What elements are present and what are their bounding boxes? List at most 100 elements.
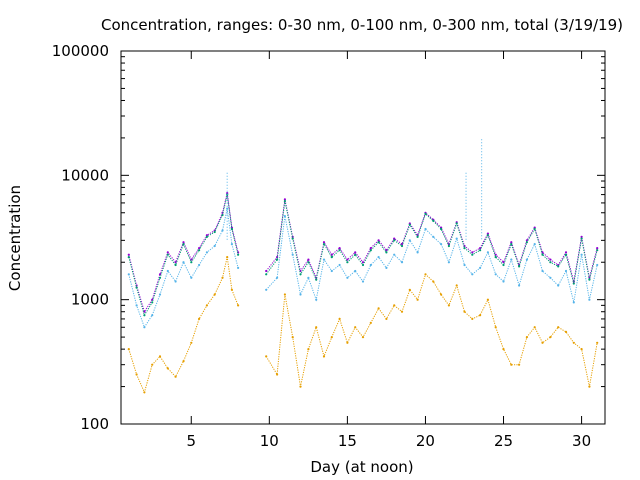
data-point [299, 385, 302, 388]
data-point [213, 230, 216, 234]
data-point [400, 310, 404, 313]
data-point [549, 276, 552, 279]
data-point [385, 266, 388, 269]
data-point [221, 276, 224, 279]
data-point [369, 263, 372, 267]
data-point [525, 241, 529, 244]
data-point [408, 223, 411, 226]
data-point [557, 326, 560, 329]
data-point [440, 243, 443, 246]
data-point [198, 247, 201, 250]
data-point [486, 298, 489, 301]
plot-area [120, 50, 606, 425]
data-point [143, 310, 146, 313]
data-point [393, 239, 396, 242]
data-point [346, 258, 349, 261]
data-point [377, 239, 380, 242]
data-point [580, 253, 583, 256]
data-point [447, 261, 450, 264]
data-point [502, 348, 505, 351]
data-point [135, 304, 138, 307]
data-point [322, 355, 326, 358]
series-layer [127, 139, 599, 394]
data-point [198, 249, 201, 252]
data-point [322, 241, 326, 244]
x-tick-label: 15 [338, 432, 357, 450]
y-axis: 100 1000 10000 100000 [52, 42, 605, 433]
data-point [432, 219, 435, 222]
data-point [557, 265, 560, 268]
data-point [549, 258, 552, 261]
data-point [525, 336, 529, 339]
data-point [377, 256, 380, 259]
data-point [471, 317, 474, 320]
data-point [237, 266, 240, 269]
data-point [424, 227, 427, 231]
data-point [486, 232, 489, 235]
data-point [330, 269, 333, 273]
data-point [533, 326, 536, 329]
data-point [580, 235, 583, 238]
data-point [330, 256, 333, 259]
data-point [190, 276, 193, 279]
data-point [572, 341, 575, 344]
data-point [408, 288, 411, 291]
data-point [361, 280, 365, 283]
data-point [127, 256, 130, 259]
data-point [237, 253, 240, 256]
data-point [455, 237, 458, 240]
x-tick-label: 25 [494, 432, 513, 450]
data-point [205, 304, 208, 307]
data-point [205, 234, 208, 237]
data-point [572, 282, 575, 285]
chart-title: Concentration, ranges: 0-30 nm, 0-100 nm… [101, 16, 623, 34]
x-axis-label: Day (at noon) [310, 458, 413, 476]
data-point [393, 237, 396, 240]
data-point [557, 284, 560, 287]
data-point [346, 261, 349, 264]
data-point [564, 253, 568, 256]
data-point [385, 317, 388, 320]
data-point [369, 249, 372, 252]
data-point [299, 293, 302, 296]
data-point [265, 355, 268, 358]
data-point [440, 293, 443, 296]
data-point [400, 244, 404, 248]
data-point [393, 253, 396, 256]
data-point [463, 247, 466, 250]
data-point [549, 336, 552, 339]
data-point [237, 304, 240, 307]
y-tick-label: 100 [80, 415, 109, 433]
data-point [226, 256, 229, 259]
data-point [338, 247, 341, 250]
data-point [283, 200, 286, 203]
data-point [525, 258, 529, 261]
data-point [143, 391, 146, 394]
data-point [221, 213, 224, 217]
data-point [385, 249, 388, 252]
data-point [346, 276, 349, 279]
data-point [174, 263, 177, 267]
data-point [226, 207, 229, 210]
data-point [322, 243, 326, 246]
data-point [588, 278, 591, 281]
data-point [580, 348, 583, 351]
series-line [128, 256, 598, 394]
data-point [354, 251, 357, 254]
data-point [174, 375, 177, 378]
data-point [400, 261, 404, 264]
data-point [424, 273, 427, 276]
data-point [190, 261, 193, 264]
x-tick-label: 30 [572, 432, 591, 450]
data-point [213, 244, 216, 248]
data-point [564, 269, 568, 273]
data-point [377, 241, 380, 244]
data-point [354, 269, 357, 273]
data-point [283, 198, 286, 201]
x-tick-label: 10 [260, 432, 279, 450]
data-point [307, 261, 310, 264]
data-point [230, 227, 233, 231]
data-point [213, 293, 216, 296]
data-point [416, 235, 419, 238]
data-point [265, 269, 268, 273]
